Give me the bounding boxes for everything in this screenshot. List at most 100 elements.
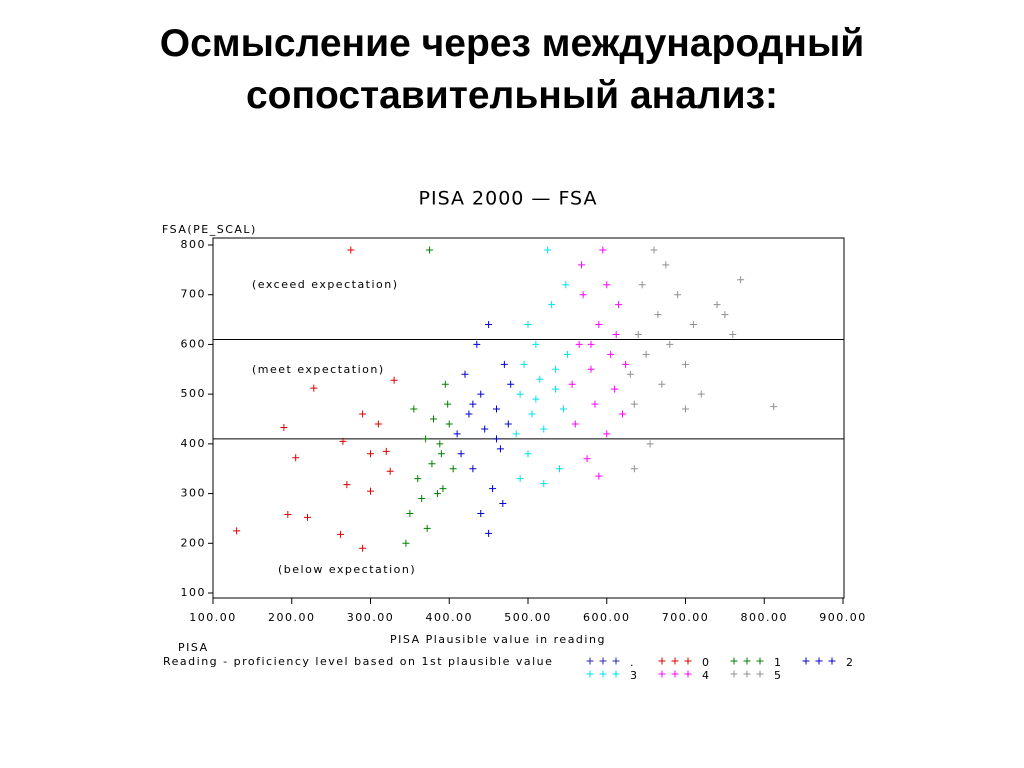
point xyxy=(697,390,705,398)
point xyxy=(337,530,345,538)
point xyxy=(612,330,620,338)
point xyxy=(469,400,477,408)
point xyxy=(347,246,355,254)
point xyxy=(461,370,469,378)
point xyxy=(280,423,288,431)
point xyxy=(615,301,623,309)
point xyxy=(402,539,410,547)
point xyxy=(469,465,477,473)
legend-marker xyxy=(658,670,666,678)
point xyxy=(524,450,532,458)
point xyxy=(437,450,445,458)
x-tick-label: 900.00 xyxy=(819,611,867,624)
y-tick-label: 500 xyxy=(181,387,207,400)
point xyxy=(552,365,560,373)
point xyxy=(642,350,650,358)
point xyxy=(658,380,666,388)
point xyxy=(481,425,489,433)
point xyxy=(559,405,567,413)
point xyxy=(444,400,452,408)
point xyxy=(540,425,548,433)
point xyxy=(583,455,591,463)
point xyxy=(532,395,540,403)
legend-marker xyxy=(599,657,607,665)
legend-marker xyxy=(671,670,679,678)
point xyxy=(418,495,426,503)
point xyxy=(595,472,603,480)
slide-title: Осмысление через международный сопостави… xyxy=(0,18,1024,122)
point xyxy=(359,544,367,552)
point xyxy=(520,360,528,368)
point xyxy=(433,490,441,498)
x-tick-label: 400.00 xyxy=(426,611,474,624)
point xyxy=(713,301,721,309)
point xyxy=(516,390,524,398)
point xyxy=(374,420,382,428)
point xyxy=(737,276,745,284)
point xyxy=(477,390,485,398)
legend-label: 3 xyxy=(630,669,639,682)
point xyxy=(721,311,729,319)
point xyxy=(516,475,524,483)
point xyxy=(504,420,512,428)
legend-label: 4 xyxy=(702,669,711,682)
point xyxy=(607,350,615,358)
point xyxy=(595,321,603,329)
y-tick-label: 600 xyxy=(181,337,207,350)
x-tick-label: 800.00 xyxy=(741,611,789,624)
legend-marker xyxy=(586,670,594,678)
y-tick-label: 800 xyxy=(181,238,207,251)
legend-marker xyxy=(612,657,620,665)
legend-label: 0 xyxy=(702,656,711,669)
y-axis-label: FSA(PE_SCAL) xyxy=(162,223,257,236)
point xyxy=(548,301,556,309)
point xyxy=(562,281,570,289)
point xyxy=(406,509,414,517)
legend-marker xyxy=(756,657,764,665)
point xyxy=(410,405,418,413)
chart-title: PISA 2000 — FSA xyxy=(419,188,598,210)
legend-marker xyxy=(684,657,692,665)
point xyxy=(430,415,437,423)
point xyxy=(599,246,607,254)
point xyxy=(611,385,619,393)
legend-label: 2 xyxy=(846,656,855,669)
legend-title: PISA xyxy=(178,641,209,654)
point xyxy=(770,403,778,411)
x-axis-label: PISA Plausible value in reading xyxy=(390,633,606,646)
point xyxy=(485,321,493,329)
point xyxy=(536,375,544,383)
point xyxy=(436,440,444,448)
point xyxy=(465,410,473,418)
legend-marker xyxy=(815,657,823,665)
point xyxy=(343,481,351,489)
x-tick-label: 700.00 xyxy=(662,611,710,624)
legend-marker xyxy=(743,670,751,678)
point xyxy=(485,529,493,537)
point xyxy=(292,454,300,462)
legend-title: Reading - proficiency level based on 1st… xyxy=(163,655,553,668)
point xyxy=(441,380,449,388)
annotation: (meet expectation) xyxy=(252,363,385,376)
point xyxy=(729,330,737,338)
slide-title-line: Осмысление через международный xyxy=(159,22,865,65)
plot-frame xyxy=(212,237,845,599)
legend-label: 5 xyxy=(774,669,783,682)
point xyxy=(423,524,431,532)
point xyxy=(646,440,654,448)
point xyxy=(591,400,599,408)
point xyxy=(367,487,374,495)
point xyxy=(310,384,318,392)
legend-marker xyxy=(599,670,607,678)
point xyxy=(571,420,579,428)
point xyxy=(477,509,485,517)
legend-marker xyxy=(756,670,764,678)
point xyxy=(674,291,682,299)
annotation: (exceed expectation) xyxy=(252,278,399,291)
legend-marker xyxy=(828,657,836,665)
point xyxy=(575,340,583,348)
point xyxy=(689,321,697,329)
point xyxy=(634,330,642,338)
point xyxy=(578,261,586,269)
